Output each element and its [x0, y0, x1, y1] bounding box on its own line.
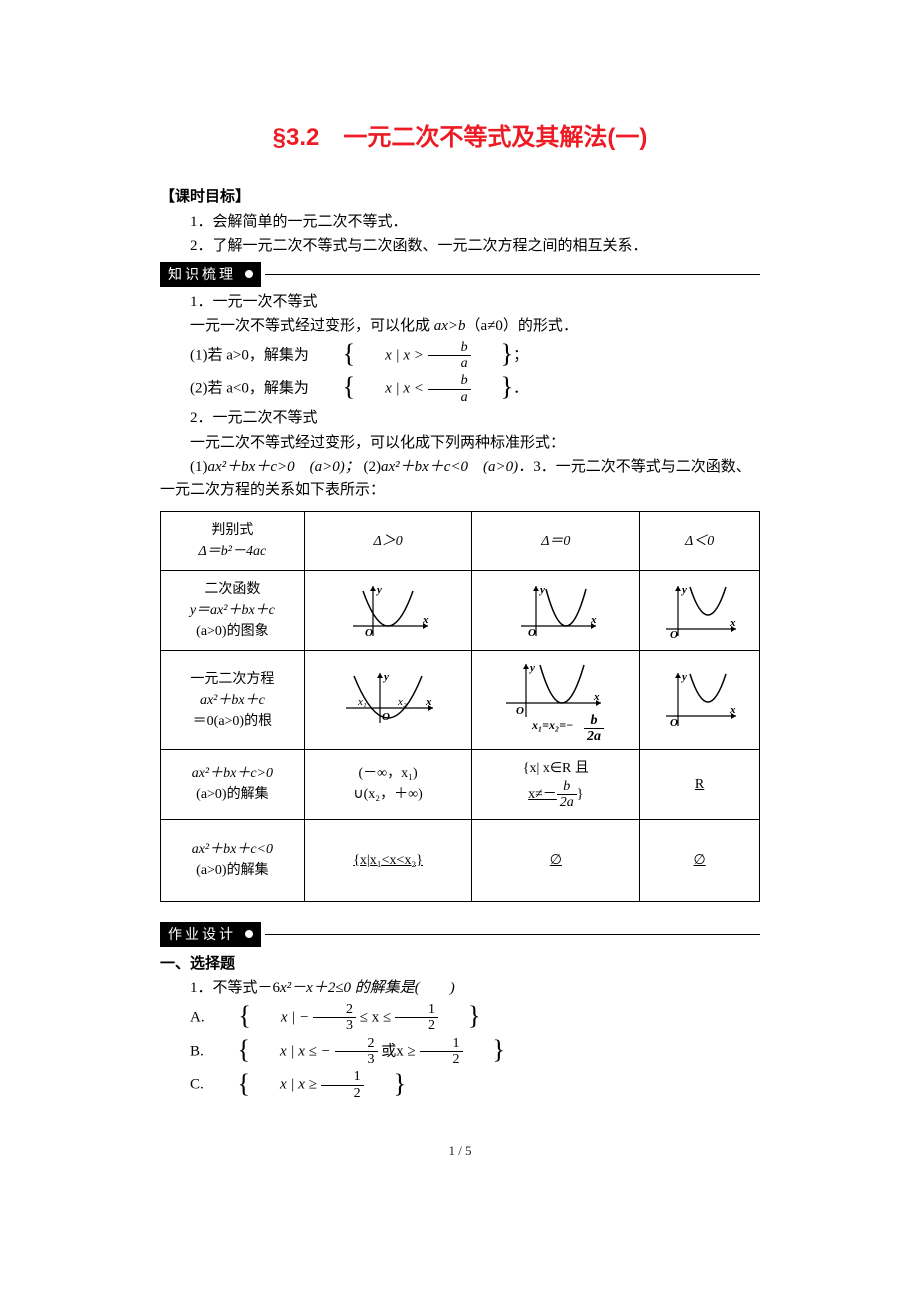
section-bar-knowledge: 知识梳理	[160, 262, 760, 287]
svg-text:x₂: x₂	[397, 696, 407, 708]
objective-2: 2．了解一元二次不等式与二次函数、一元二次方程之间的相互关系．	[160, 235, 760, 258]
cell-d-eq0: Δ＝0	[472, 512, 640, 571]
sec1-i1-pre: (1)若 a>0，解集为	[190, 347, 313, 363]
parabola-one-root-icon: O x y	[511, 581, 601, 641]
sec1-item2: (2)若 a<0，解集为 { x | x < ba } ．	[160, 373, 760, 405]
cell-sol-lt-gt0: {x|x₁<x<x₂}	[304, 819, 472, 901]
cell-graph-gt0: O x y	[304, 571, 472, 651]
cell-graph-lt0: O x y	[640, 571, 760, 651]
sec1-heading: 1．一元一次不等式	[160, 291, 760, 314]
svg-text:x: x	[590, 614, 597, 626]
sec1-item1: (1)若 a>0，解集为 { x | x > ba } ；	[160, 340, 760, 372]
table-row: 一元二次方程 ax²＋bx＋c ＝0(a>0)的根 x₁ x₂ O x y O	[161, 651, 760, 750]
cell-graph-eq0: O x y	[472, 571, 640, 651]
svg-text:x: x	[593, 691, 600, 703]
table-row: 二次函数 y＝ax²＋bx＋c (a>0)的图象 O x y O x y	[161, 571, 760, 651]
cell-sol-gt-gt0: (－∞，x₁)∪(x₂，＋∞)	[304, 750, 472, 820]
sec1-i2-post: ．	[513, 381, 528, 397]
sec1-p1: 一元一次不等式经过变形，可以化成 ax>b（a≠0）的形式．	[160, 315, 760, 338]
sec1-p1-post: （a≠0）的形式．	[466, 318, 578, 334]
cell-sol-lt-lt0: ∅	[640, 819, 760, 901]
q1-option-a: A. { x | − 23 ≤ x ≤ 12 }	[160, 1002, 760, 1034]
sec1-i1-set: x | x >	[385, 347, 428, 363]
table-row: ax²＋bx＋c<0 (a>0)的解集 {x|x₁<x<x₂} ∅ ∅	[161, 819, 760, 901]
svg-text:x: x	[729, 704, 736, 716]
q1-option-c: C. { x | x ≥ 12 }	[160, 1069, 760, 1101]
cell-roots-label: 一元二次方程 ax²＋bx＋c ＝0(a>0)的根	[161, 651, 305, 750]
roots-one-icon: O x y x₁=x₂=− b2a	[496, 659, 616, 741]
cell-d-lt0: Δ＜0	[640, 512, 760, 571]
svg-text:y: y	[680, 584, 687, 596]
parabola-two-roots-icon: O x y	[343, 581, 433, 641]
cell-sol-lt-eq0: ∅	[472, 819, 640, 901]
cell-sol-gt-eq0: {x| x∈R 且 x≠－b2a}	[472, 750, 640, 820]
pill-homework-label: 作业设计	[168, 924, 236, 945]
dot-icon	[245, 930, 253, 938]
sec2-heading: 2．一元二次不等式	[160, 407, 760, 430]
svg-text:y: y	[375, 584, 382, 596]
roots-none-icon: O x y	[660, 668, 740, 732]
svg-text:y: y	[528, 662, 535, 674]
table-row: 判别式 Δ＝b²－4ac Δ＞0 Δ＝0 Δ＜0	[161, 512, 760, 571]
cell-sol-gt-lt0: R	[640, 750, 760, 820]
parabola-no-root-icon: O x y	[660, 581, 740, 641]
forms-prefix: (1)	[190, 459, 208, 475]
cell-discriminant: 判别式 Δ＝b²－4ac	[161, 512, 305, 571]
svg-text:O: O	[516, 705, 524, 717]
sec1-p1-pre: 一元一次不等式经过变形，可以化成	[190, 318, 434, 334]
svg-text:x₁=x₂=−: x₁=x₂=−	[531, 718, 573, 732]
cell-roots-eq0: O x y x₁=x₂=− b2a	[472, 651, 640, 750]
svg-text:O: O	[670, 629, 678, 641]
divider-line	[265, 934, 760, 935]
section-bar-homework: 作业设计	[160, 922, 760, 947]
page-title: §3.2 一元二次不等式及其解法(一)	[160, 120, 760, 156]
pill-knowledge-label: 知识梳理	[168, 264, 236, 285]
objectives-heading: 【课时目标】	[160, 186, 760, 209]
svg-text:O: O	[528, 627, 536, 639]
set-expr-1: { x | x > ba }	[313, 340, 514, 372]
forms-1: ax²＋bx＋c>0 (a>0)；	[208, 459, 360, 475]
svg-text:O: O	[365, 627, 373, 639]
sec1-i1-post: ；	[513, 347, 528, 363]
forms-2: ax²＋bx＋c<0 (a>0)．	[381, 459, 533, 475]
cell-sol-lt-label: ax²＋bx＋c<0 (a>0)的解集	[161, 819, 305, 901]
svg-text:O: O	[382, 711, 390, 723]
page-footer: 1 / 5	[160, 1141, 760, 1161]
svg-text:O: O	[670, 717, 678, 729]
sec1-i2-pre: (2)若 a<0，解集为	[190, 381, 313, 397]
cell-graph-label: 二次函数 y＝ax²＋bx＋c (a>0)的图象	[161, 571, 305, 651]
forms-mid: (2)	[363, 459, 381, 475]
svg-text:x: x	[422, 614, 429, 626]
svg-text:x₁: x₁	[357, 696, 367, 708]
q1-stem: 1．不等式－6x²－x＋2≤0 的解集是( )	[160, 977, 760, 1000]
table-row: ax²＋bx＋c>0 (a>0)的解集 (－∞，x₁)∪(x₂，＋∞) {x| …	[161, 750, 760, 820]
divider-line	[265, 274, 760, 275]
relation-table: 判别式 Δ＝b²－4ac Δ＞0 Δ＝0 Δ＜0 二次函数 y＝ax²＋bx＋c…	[160, 511, 760, 902]
sec2-forms: (1)ax²＋bx＋c>0 (a>0)； (2)ax²＋bx＋c<0 (a>0)…	[160, 456, 760, 501]
cell-roots-lt0: O x y	[640, 651, 760, 750]
svg-text:y: y	[680, 671, 687, 683]
pill-knowledge: 知识梳理	[160, 262, 261, 287]
sec2-p2: 一元二次不等式经过变形，可以化成下列两种标准形式：	[160, 432, 760, 455]
svg-text:y: y	[538, 584, 545, 596]
cell-sol-gt-label: ax²＋bx＋c>0 (a>0)的解集	[161, 750, 305, 820]
objective-1: 1．会解简单的一元二次不等式．	[160, 211, 760, 234]
set-expr-2: { x | x < ba }	[313, 373, 514, 405]
frac-b-over-a-1: ba	[428, 340, 471, 372]
svg-text:x: x	[729, 617, 736, 629]
svg-text:x: x	[425, 696, 432, 708]
cell-d-gt0: Δ＞0	[304, 512, 472, 571]
q1-option-b: B. { x | x ≤ − 23 或x ≥ 12 }	[160, 1036, 760, 1068]
roots-two-icon: x₁ x₂ O x y	[338, 668, 438, 732]
svg-text:y: y	[382, 671, 389, 683]
sec1-p1-mid: ax>b	[434, 318, 466, 334]
frac-b-over-a-2: ba	[428, 373, 471, 405]
cell-roots-gt0: x₁ x₂ O x y	[304, 651, 472, 750]
dot-icon	[245, 270, 253, 278]
sec1-i2-set: x | x <	[385, 381, 428, 397]
exercise-heading: 一、选择题	[160, 953, 760, 976]
pill-homework: 作业设计	[160, 922, 261, 947]
